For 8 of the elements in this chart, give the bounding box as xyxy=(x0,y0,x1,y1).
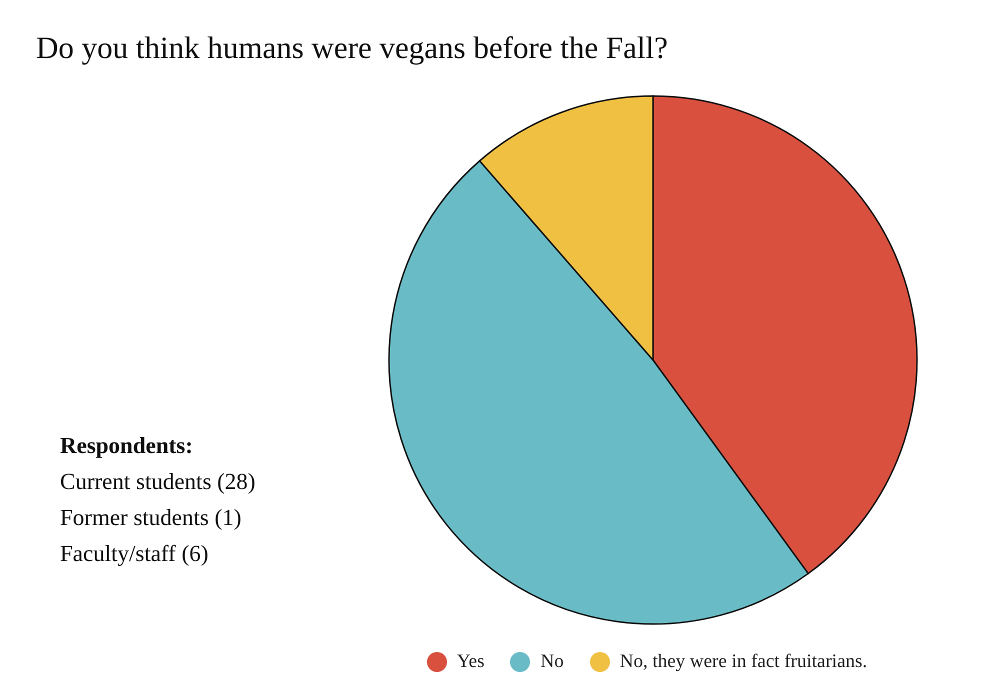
legend-label: Yes xyxy=(456,651,484,673)
text: Current students (28) xyxy=(60,468,256,496)
legend-label: No xyxy=(540,651,564,673)
legend-label: No, they were in fact fruitarians. xyxy=(620,651,868,673)
text: Respondents: xyxy=(60,432,194,460)
text: Faculty/staff (6) xyxy=(60,540,210,568)
chart-title: Do you think humans were vegans before the Fall? xyxy=(36,30,668,66)
text: Former students (1) xyxy=(60,504,242,532)
